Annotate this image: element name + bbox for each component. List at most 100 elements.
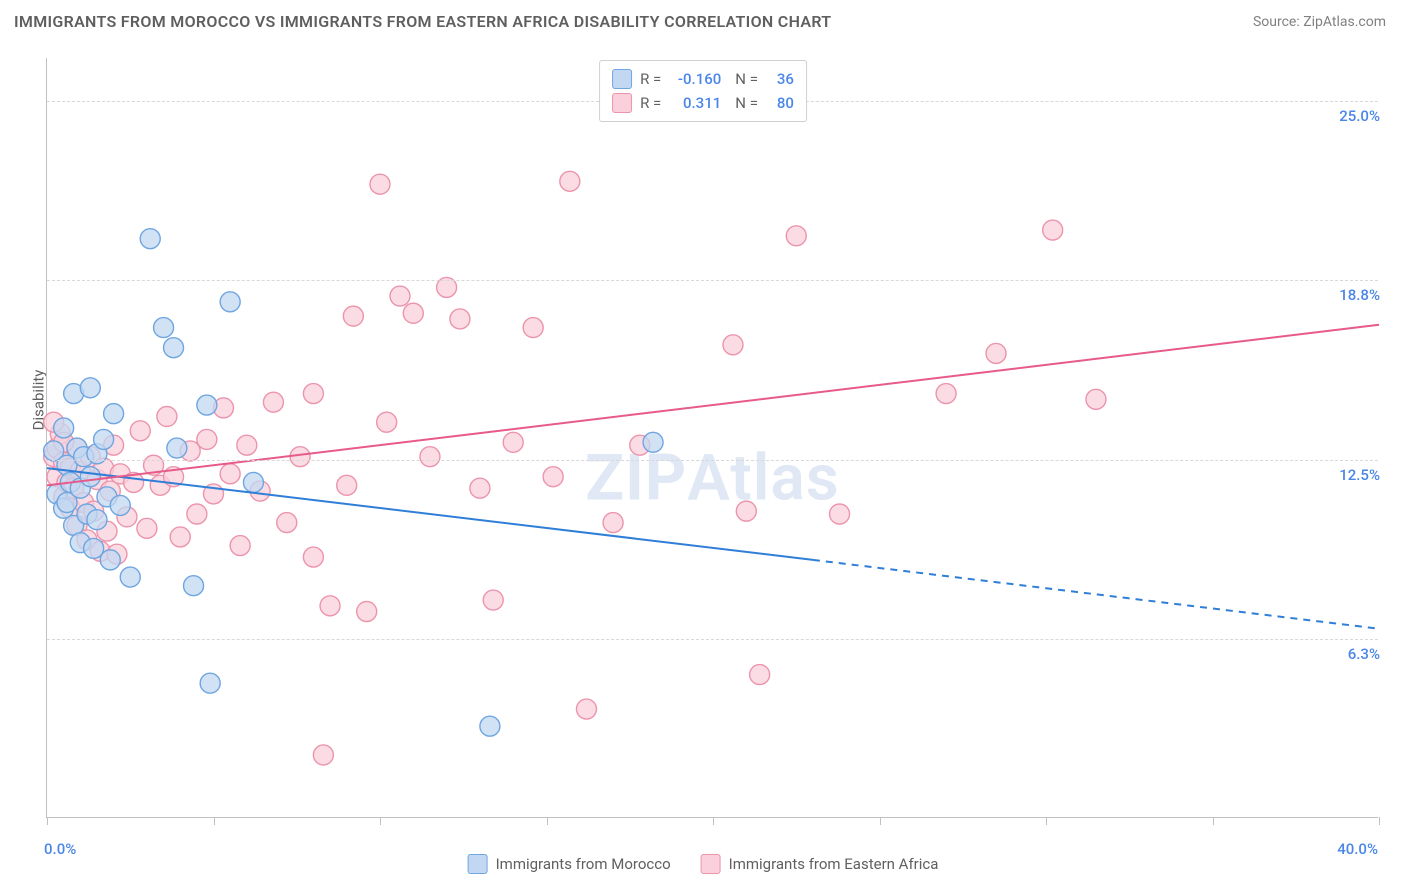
data-point bbox=[94, 429, 114, 449]
data-point bbox=[230, 536, 250, 556]
x-tick bbox=[1213, 817, 1214, 825]
data-point bbox=[986, 343, 1006, 363]
data-point bbox=[157, 406, 177, 426]
data-point bbox=[137, 518, 157, 538]
x-tick bbox=[880, 817, 881, 825]
data-point bbox=[403, 303, 423, 323]
data-point bbox=[87, 510, 107, 530]
data-point bbox=[603, 513, 623, 533]
data-point bbox=[343, 306, 363, 326]
data-point bbox=[786, 226, 806, 246]
legend-r-label: R = bbox=[640, 91, 661, 115]
data-point bbox=[480, 716, 500, 736]
data-point bbox=[390, 286, 410, 306]
data-point bbox=[470, 478, 490, 498]
data-point bbox=[357, 602, 377, 622]
data-point bbox=[164, 338, 184, 358]
data-point bbox=[243, 472, 263, 492]
data-point bbox=[523, 318, 543, 338]
legend-series-label: Immigrants from Morocco bbox=[496, 855, 671, 873]
x-tick bbox=[380, 817, 381, 825]
data-point bbox=[184, 576, 204, 596]
data-point bbox=[167, 438, 187, 458]
data-point bbox=[120, 567, 140, 587]
plot-area: ZIPAtlas 25.0%18.8%12.5%6.3% bbox=[46, 58, 1378, 818]
data-point bbox=[830, 504, 850, 524]
legend-swatch bbox=[612, 69, 632, 89]
data-point bbox=[154, 318, 174, 338]
data-point bbox=[576, 699, 596, 719]
data-point bbox=[543, 467, 563, 487]
data-point bbox=[420, 447, 440, 467]
data-point bbox=[483, 590, 503, 610]
data-point bbox=[370, 174, 390, 194]
data-point bbox=[1043, 220, 1063, 240]
data-point bbox=[197, 395, 217, 415]
data-point bbox=[140, 229, 160, 249]
gridline bbox=[47, 639, 1378, 640]
data-point bbox=[320, 596, 340, 616]
data-point bbox=[313, 745, 333, 765]
legend-swatch bbox=[612, 93, 632, 113]
x-tick bbox=[713, 817, 714, 825]
y-tick-label: 25.0% bbox=[1339, 107, 1380, 125]
x-max-label: 40.0% bbox=[1337, 840, 1378, 858]
data-point bbox=[80, 467, 100, 487]
x-tick bbox=[1379, 817, 1380, 825]
data-point bbox=[110, 495, 130, 515]
data-point bbox=[263, 392, 283, 412]
legend-n-label: N = bbox=[735, 67, 758, 91]
data-point bbox=[337, 475, 357, 495]
data-point bbox=[54, 418, 74, 438]
chart-title: IMMIGRANTS FROM MOROCCO VS IMMIGRANTS FR… bbox=[14, 12, 831, 31]
data-point bbox=[170, 527, 190, 547]
y-tick-label: 6.3% bbox=[1348, 645, 1380, 663]
data-point bbox=[100, 550, 120, 570]
legend-correlation-row: R =-0.160N =36 bbox=[612, 67, 794, 91]
data-point bbox=[220, 292, 240, 312]
y-tick-label: 12.5% bbox=[1339, 466, 1380, 484]
legend-swatch bbox=[468, 854, 488, 874]
legend-series-label: Immigrants from Eastern Africa bbox=[729, 855, 939, 873]
legend-n-value: 36 bbox=[766, 67, 794, 91]
gridline bbox=[47, 460, 1378, 461]
legend-n-value: 80 bbox=[766, 91, 794, 115]
legend-series-item: Immigrants from Morocco bbox=[468, 854, 671, 874]
trend-line bbox=[47, 325, 1379, 486]
data-point bbox=[187, 504, 207, 524]
legend-series: Immigrants from Morocco Immigrants from E… bbox=[468, 854, 939, 874]
data-point bbox=[200, 673, 220, 693]
legend-correlation-row: R =0.311N =80 bbox=[612, 91, 794, 115]
data-point bbox=[104, 404, 124, 424]
legend-swatch bbox=[701, 854, 721, 874]
data-point bbox=[503, 432, 523, 452]
data-point bbox=[197, 429, 217, 449]
legend-correlation: R =-0.160N =36R =0.311N =80 bbox=[599, 60, 807, 122]
data-point bbox=[750, 665, 770, 685]
trend-line bbox=[47, 468, 813, 560]
plot-svg bbox=[47, 58, 1378, 817]
data-point bbox=[450, 309, 470, 329]
data-point bbox=[1086, 389, 1106, 409]
data-point bbox=[736, 501, 756, 521]
x-tick bbox=[214, 817, 215, 825]
data-point bbox=[237, 435, 257, 455]
data-point bbox=[277, 513, 297, 533]
chart-container: IMMIGRANTS FROM MOROCCO VS IMMIGRANTS FR… bbox=[0, 0, 1406, 892]
data-point bbox=[80, 378, 100, 398]
y-tick-label: 18.8% bbox=[1339, 286, 1380, 304]
data-point bbox=[936, 384, 956, 404]
legend-n-label: N = bbox=[735, 91, 758, 115]
data-point bbox=[377, 412, 397, 432]
data-point bbox=[303, 384, 323, 404]
x-min-label: 0.0% bbox=[44, 840, 76, 858]
data-point bbox=[560, 171, 580, 191]
x-tick bbox=[547, 817, 548, 825]
legend-series-item: Immigrants from Eastern Africa bbox=[701, 854, 939, 874]
gridline bbox=[47, 280, 1378, 281]
legend-r-label: R = bbox=[640, 67, 661, 91]
source-label: Source: ZipAtlas.com bbox=[1253, 14, 1386, 30]
data-point bbox=[303, 547, 323, 567]
data-point bbox=[220, 464, 240, 484]
data-point bbox=[643, 432, 663, 452]
